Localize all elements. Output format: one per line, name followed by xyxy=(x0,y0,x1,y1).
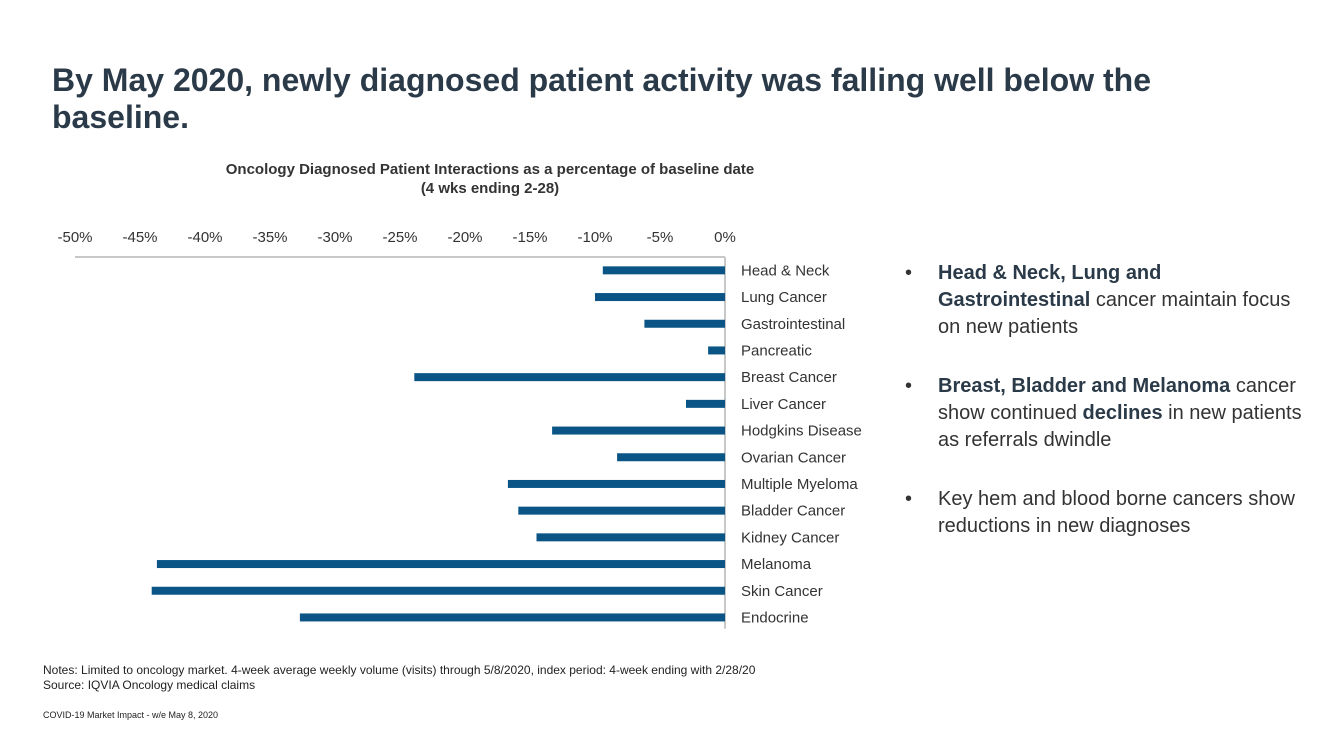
bar xyxy=(507,479,725,488)
category-label: Gastrointestinal xyxy=(741,316,845,333)
bar xyxy=(708,346,725,355)
category-label: Breast Cancer xyxy=(741,369,837,386)
source-text: Source: IQVIA Oncology medical claims xyxy=(43,678,256,692)
bar xyxy=(299,613,725,622)
bullet-item: Breast, Bladder and Melanoma cancer show… xyxy=(905,373,1305,454)
x-tick-label: -15% xyxy=(512,229,547,246)
bar xyxy=(151,586,725,595)
x-tick-label: 0% xyxy=(714,229,736,246)
category-label: Endocrine xyxy=(741,609,809,626)
bullet-text: in new patients as referrals dwindle xyxy=(938,402,1302,451)
category-label: Bladder Cancer xyxy=(741,503,845,520)
category-label: Lung Cancer xyxy=(741,289,827,306)
bullet-item: Key hem and blood borne cancers show red… xyxy=(905,486,1305,540)
bar xyxy=(686,399,725,408)
category-label: Melanoma xyxy=(741,556,812,573)
bullet-emphasis-text: declines xyxy=(1082,402,1163,424)
bullet-text: cancer maintain focus on new patients xyxy=(938,289,1291,338)
category-label: Skin Cancer xyxy=(741,583,823,600)
bar xyxy=(617,453,725,462)
x-tick-label: -25% xyxy=(382,229,417,246)
category-label: Head & Neck xyxy=(741,262,830,279)
notes-text: Notes: Limited to oncology market. 4-wee… xyxy=(43,663,756,677)
x-tick-label: -35% xyxy=(252,229,287,246)
x-tick-label: -40% xyxy=(187,229,222,246)
category-label: Hodgkins Disease xyxy=(741,423,862,440)
bullet-text: cancer show continued xyxy=(938,375,1296,424)
x-tick-label: -30% xyxy=(317,229,352,246)
category-label: Liver Cancer xyxy=(741,396,826,413)
bar xyxy=(156,560,725,569)
category-label: Pancreatic xyxy=(741,342,812,359)
category-label: Multiple Myeloma xyxy=(741,476,858,493)
category-label: Ovarian Cancer xyxy=(741,449,846,466)
x-tick-label: -10% xyxy=(577,229,612,246)
bar xyxy=(602,266,725,275)
bullet-emphasis-text: Breast, Bladder and Melanoma xyxy=(938,375,1231,397)
bar-chart: -50% -45% -40% -35% -30% -25% -20% -15% -10% -5% 0… xyxy=(57,229,862,629)
bar xyxy=(552,426,725,435)
bar xyxy=(536,533,725,542)
notes-block: Notes: Limited to oncology market. 4-wee… xyxy=(43,663,755,693)
x-tick-label: -50% xyxy=(57,229,92,246)
bar xyxy=(595,293,725,302)
bar xyxy=(644,319,725,328)
bullet-item: Head & Neck, Lung and Gastrointestinal c… xyxy=(905,260,1305,341)
x-tick-label: -45% xyxy=(122,229,157,246)
chart-title: Oncology Diagnosed Patient Interactions … xyxy=(225,161,755,178)
bullet-emphasis-text: Head & Neck, Lung and Gastrointestinal xyxy=(938,262,1162,311)
page-title: By May 2020, newly diagnosed patient act… xyxy=(52,62,1151,135)
footer-text: COVID-19 Market Impact - w/e May 8, 2020 xyxy=(43,710,219,720)
x-tick-label: -5% xyxy=(647,229,674,246)
bullet-text: Key hem and blood borne cancers show red… xyxy=(938,488,1295,537)
key-findings-list: Head & Neck, Lung and Gastrointestinal c… xyxy=(905,260,1305,572)
bar xyxy=(518,506,725,515)
chart-subtitle: (4 wks ending 2-28) xyxy=(420,180,560,197)
category-label: Kidney Cancer xyxy=(741,529,839,546)
x-tick-label: -20% xyxy=(447,229,482,246)
chart-title-block: Oncology Diagnosed Patient Interactions … xyxy=(170,160,810,198)
bar xyxy=(414,373,725,382)
